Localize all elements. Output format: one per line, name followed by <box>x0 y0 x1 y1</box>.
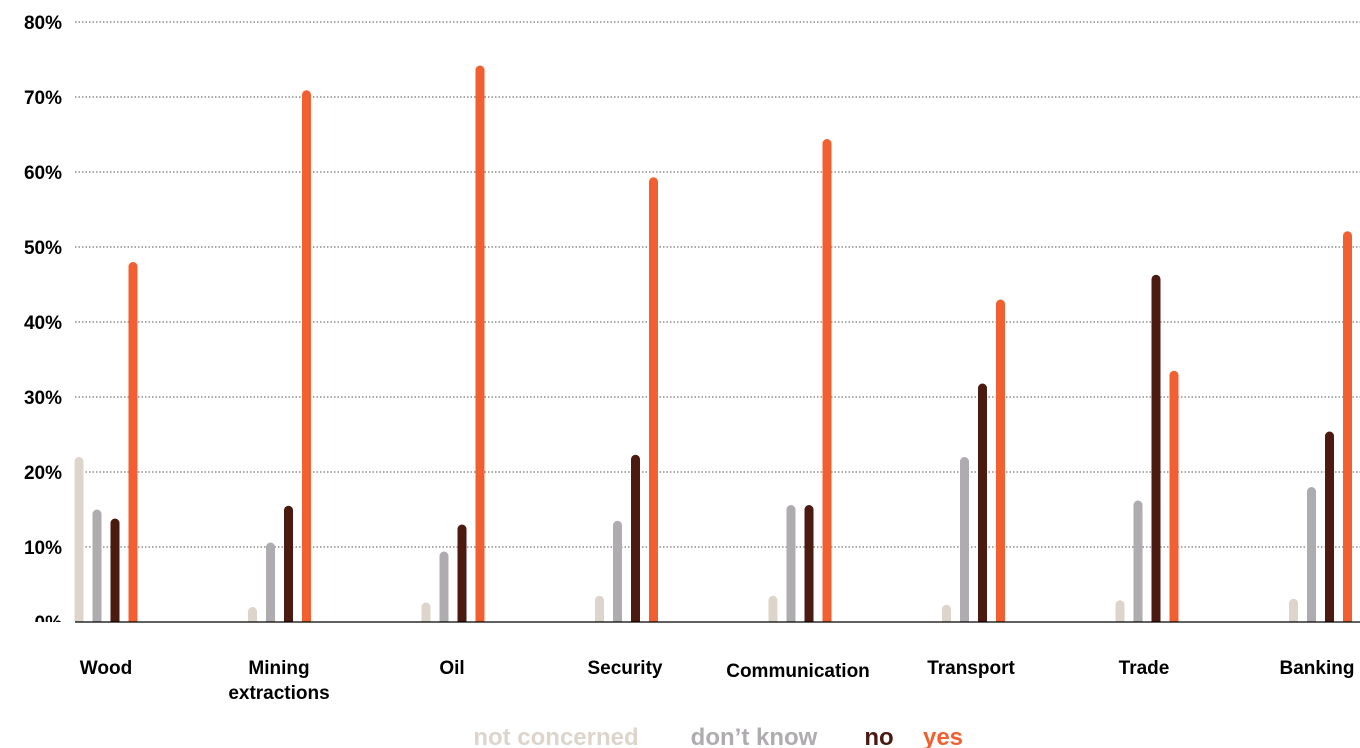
bar-don-t-know <box>960 457 969 627</box>
bar-yes <box>996 299 1005 627</box>
bar-yes <box>475 65 485 627</box>
bar-don-t-know <box>439 551 449 627</box>
y-tick-label: 20% <box>24 463 62 484</box>
bar-no <box>284 505 293 627</box>
legend: not concerned don’t know no yes <box>473 724 963 748</box>
bar-yes <box>822 139 832 627</box>
x-tick-label: Oil <box>439 658 464 679</box>
x-tick-label: Transport <box>927 658 1015 679</box>
baseline-mask <box>0 622 1360 630</box>
bar-don-t-know <box>786 505 796 627</box>
legend-item-not-concerned: not concerned <box>473 724 638 748</box>
gridlines <box>75 21 1360 548</box>
bar-no <box>110 518 120 627</box>
bar-don-t-know <box>92 509 102 627</box>
bar-no <box>1325 431 1334 627</box>
x-tick-label: Mining extractions <box>228 658 329 704</box>
y-tick-label: 10% <box>24 538 62 559</box>
bar-yes <box>128 262 138 627</box>
x-tick-label: Wood <box>80 658 132 679</box>
legend-item-don-t-know: don’t know <box>691 724 818 748</box>
bar-yes <box>1343 231 1352 627</box>
bar-no <box>457 524 467 627</box>
x-tick-label: Banking <box>1280 658 1355 679</box>
bar-yes <box>1169 370 1179 627</box>
legend-item-no: no <box>864 724 893 748</box>
y-tick-label: 70% <box>24 88 62 109</box>
y-tick-label: 80% <box>24 13 62 34</box>
x-tick-label: Communication <box>726 661 870 682</box>
bar-not-concerned <box>942 604 951 627</box>
bar-not-concerned <box>74 457 84 627</box>
bar-don-t-know <box>613 520 622 627</box>
y-axis-ticks: 0%10%20%30%40%50%60%70%80% <box>24 13 62 634</box>
bar-no <box>1151 274 1161 627</box>
y-tick-label: 60% <box>24 163 62 184</box>
bars <box>0 65 1360 630</box>
bar-not-concerned <box>421 602 431 627</box>
y-tick-label: 30% <box>24 388 62 409</box>
bar-don-t-know <box>266 542 275 627</box>
bar-not-concerned <box>595 595 604 627</box>
bar-not-concerned <box>1289 598 1298 627</box>
bar-no <box>804 505 814 627</box>
bar-not-concerned <box>1115 600 1125 627</box>
y-tick-label: 40% <box>24 313 62 334</box>
bar-no <box>631 454 640 627</box>
bar-yes <box>649 177 658 627</box>
bar-yes <box>302 90 311 627</box>
legend-item-yes: yes <box>923 724 963 748</box>
x-tick-label: Trade <box>1119 658 1170 679</box>
bar-don-t-know <box>1133 500 1143 627</box>
bar-don-t-know <box>1307 487 1316 627</box>
x-tick-label: Security <box>588 658 663 679</box>
x-axis-ticks: Wood Mining extractions Oil Security Communic… <box>80 658 1355 704</box>
bar-no <box>978 383 987 627</box>
bar-not-concerned <box>768 595 778 627</box>
y-tick-label: 50% <box>24 238 62 259</box>
